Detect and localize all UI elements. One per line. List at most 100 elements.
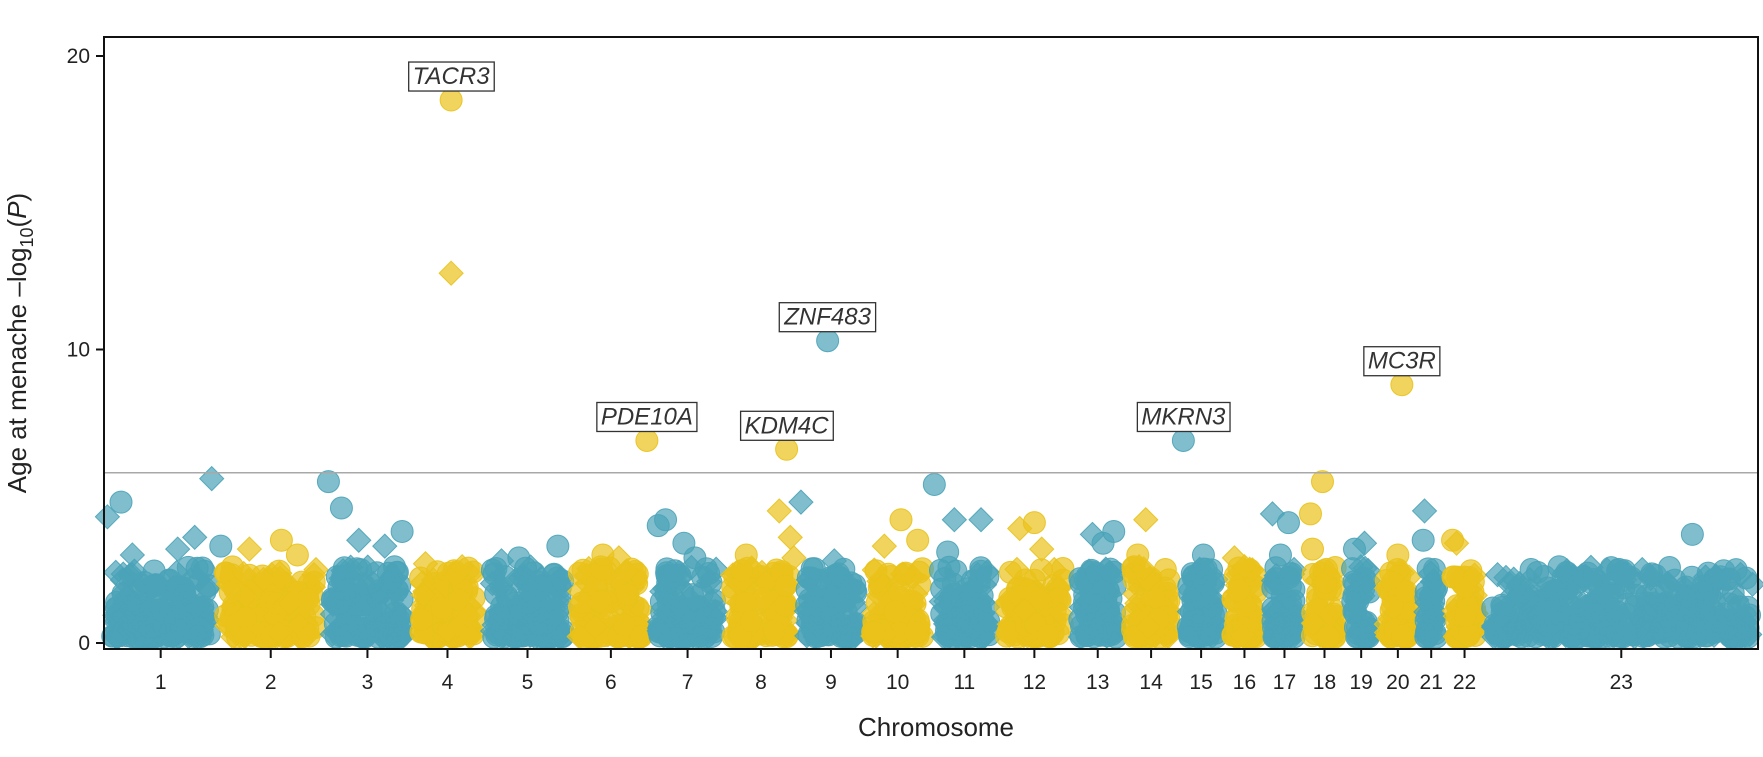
plot-frame	[103, 36, 1759, 650]
snp-point	[887, 580, 911, 604]
snp-point	[1316, 625, 1340, 649]
snp-point	[1069, 571, 1093, 595]
x-tick-label: 15	[1189, 671, 1212, 694]
snp-point	[762, 619, 786, 643]
snp-point	[1394, 580, 1418, 604]
x-tick-label: 17	[1273, 671, 1296, 694]
snp-point	[691, 565, 715, 589]
snp-point	[945, 606, 969, 630]
snp-point	[1300, 537, 1324, 561]
snp-point	[1423, 579, 1447, 603]
snp-point	[1231, 553, 1258, 580]
snp-point	[1347, 622, 1371, 646]
snp-point	[1685, 616, 1709, 640]
gene-label: MKRN3	[1136, 401, 1231, 433]
snp-point	[1051, 557, 1075, 581]
snp-point	[883, 600, 907, 624]
snp-point	[1028, 586, 1054, 612]
snp-point	[484, 607, 508, 631]
snp-point	[410, 607, 434, 631]
snp-point	[1342, 570, 1366, 594]
gene-label-box	[1136, 401, 1231, 433]
snp-point	[739, 609, 763, 633]
snp-point	[109, 490, 133, 514]
x-tick-label: 16	[1233, 671, 1256, 694]
snp-point	[1351, 530, 1378, 556]
snp-point	[647, 619, 671, 643]
snp-point	[1300, 610, 1327, 636]
snp-point	[1457, 623, 1481, 647]
y-axis-title-open-paren: (	[2, 218, 32, 227]
snp-point	[1691, 574, 1715, 598]
y-axis-title-variable: P	[2, 201, 32, 219]
snp-point	[1012, 597, 1038, 623]
x-tick-label: 3	[362, 671, 374, 694]
snp-point	[218, 580, 242, 604]
snp-point	[596, 603, 623, 630]
x-tick-label: 23	[1610, 671, 1633, 694]
snp-point	[164, 536, 191, 562]
snp-point	[1633, 604, 1657, 628]
snp-point	[570, 591, 594, 615]
x-tick-label: 2	[265, 671, 277, 694]
snp-point	[1227, 578, 1251, 602]
snp-point	[266, 620, 292, 646]
snp-point	[355, 593, 379, 617]
lead-snp-point	[439, 88, 463, 112]
gene-labels: TACR3 PDE10A KDM4C ZNF483 MKRN3 MC3R	[408, 61, 1441, 441]
lead-snp-point	[1390, 373, 1414, 397]
snp-point	[922, 473, 946, 497]
snp-point	[1411, 498, 1438, 524]
snp-point	[277, 590, 303, 617]
snp-point	[507, 546, 531, 570]
x-tick-label: 9	[825, 671, 837, 694]
snp-point	[871, 533, 898, 559]
snp-point	[683, 610, 710, 637]
snp-point	[1095, 619, 1119, 643]
snp-point	[941, 572, 965, 596]
snp-point	[316, 470, 340, 494]
x-tick-label: 1	[155, 671, 167, 694]
gene-label-text: MC3R	[1368, 348, 1436, 375]
snp-point	[936, 540, 960, 564]
snp-point	[329, 496, 353, 520]
snp-point	[1029, 536, 1055, 562]
snp-point	[449, 553, 475, 580]
snp-point	[797, 600, 821, 624]
snp-point	[1275, 612, 1299, 636]
snp-point	[1484, 621, 1508, 645]
y-axis-title: Age at menache –log10(P)	[2, 193, 37, 493]
snp-point	[1230, 623, 1256, 649]
snp-point	[1191, 543, 1215, 567]
snp-point	[1193, 580, 1220, 606]
snp-point	[295, 622, 321, 648]
gene-label-text: PDE10A	[601, 403, 693, 430]
snp-point	[267, 565, 293, 591]
snp-point	[1102, 519, 1126, 543]
x-tick-label: 6	[605, 671, 617, 694]
snp-point	[807, 623, 831, 647]
snp-point	[654, 508, 678, 532]
gene-label: PDE10A	[596, 401, 698, 433]
snp-point	[177, 567, 204, 593]
snp-point	[490, 623, 516, 649]
gene-label-text: ZNF483	[783, 304, 871, 331]
gene-label: ZNF483	[778, 302, 877, 333]
gene-label-box	[1363, 346, 1441, 377]
snp-point	[1453, 604, 1477, 628]
snp-point	[1533, 611, 1559, 637]
gene-label-text: KDM4C	[745, 412, 830, 439]
snp-point	[181, 524, 208, 551]
snp-point	[802, 557, 826, 581]
snp-point	[781, 545, 807, 571]
snp-point	[346, 527, 372, 553]
snp-point	[766, 498, 792, 524]
snp-point	[1022, 511, 1046, 535]
snp-point	[330, 569, 354, 593]
snp-point	[119, 594, 143, 618]
snp-point	[94, 504, 121, 530]
snp-point	[774, 574, 798, 598]
snp-point	[349, 558, 373, 582]
y-axis-title-prefix: Age at menache –log	[2, 247, 32, 493]
